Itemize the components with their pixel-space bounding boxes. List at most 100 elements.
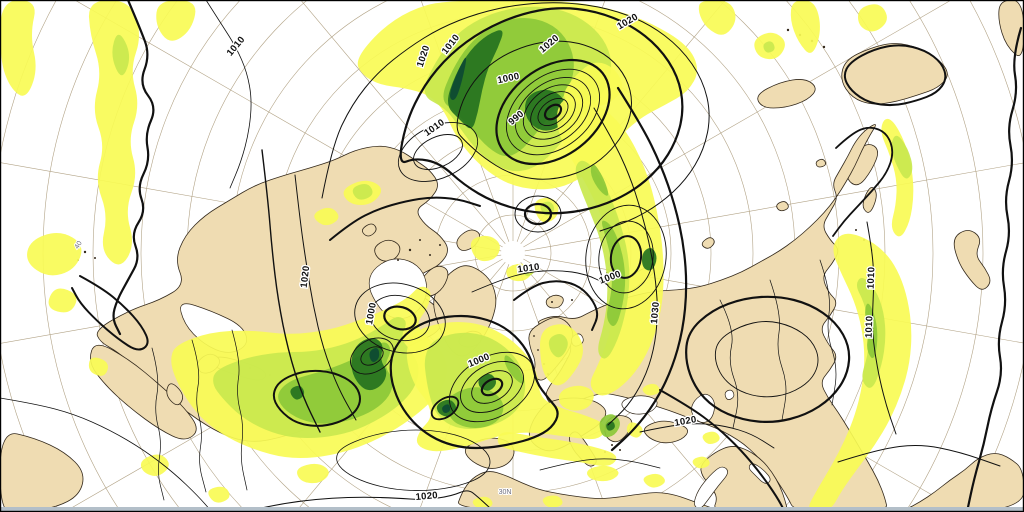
spread-shading-level-2: [891, 135, 913, 179]
spread-shading-level-1: [470, 235, 500, 262]
island-speck: [611, 444, 613, 446]
island-speck: [537, 349, 539, 351]
spread-shading-level-1: [156, 0, 196, 41]
isobar-contour: [819, 259, 837, 406]
spread-shading-level-3: [602, 220, 626, 326]
isobar-contour: [843, 44, 947, 107]
spread-shading-level-2: [763, 41, 775, 53]
spread-shading-level-2: [548, 334, 568, 358]
spread-shading-level-3: [504, 355, 525, 384]
pressure-centre-ring: [397, 122, 479, 182]
spread-shading-level-1: [790, 0, 820, 53]
isobar-contour: [610, 86, 688, 452]
pressure-centre-ring: [354, 282, 446, 354]
island-speck: [408, 248, 412, 252]
pressure-centre-ring: [460, 361, 524, 413]
isobar-contour: [242, 490, 491, 512]
spread-shading-level-1: [809, 233, 912, 512]
pressure-centre-ring: [430, 395, 460, 421]
isobar-contour: [191, 339, 207, 493]
graticule-parallel: [140, 0, 886, 512]
isobar-contour: [231, 329, 248, 491]
spread-shading-level-5: [442, 404, 451, 413]
spread-shading-level-1: [88, 357, 108, 376]
island-speck: [533, 335, 535, 337]
pressure-centre-ring: [350, 337, 394, 375]
isobar-contour: [593, 107, 658, 426]
pressure-centre-ring: [383, 305, 417, 331]
pressure-centre-ring: [370, 294, 430, 342]
isobar-contour: [513, 280, 599, 331]
pressure-centre-ring: [448, 351, 536, 423]
isobar-contour: [965, 26, 1023, 512]
isobar-contour: [639, 423, 775, 449]
spread-shading-level-1: [48, 288, 77, 313]
water-aral-sea: [724, 389, 735, 400]
isobar-contour: [329, 196, 481, 241]
landmass-banks-is: [362, 223, 377, 237]
spread-shading-level-3: [590, 164, 609, 196]
island-speck: [822, 45, 826, 49]
isobar-contour: [321, 2, 710, 232]
pressure-centre-ring: [537, 97, 569, 127]
isobar-contour: [769, 279, 787, 421]
isobar-contour: [0, 397, 213, 512]
pressure-centre-ring: [585, 204, 667, 310]
spread-shading-level-1: [0, 0, 36, 96]
spread-shading-level-1: [297, 463, 329, 484]
pressure-centre-ring: [471, 370, 513, 404]
spread-shading-level-2: [352, 184, 373, 200]
spread-shading-level-1: [642, 383, 660, 396]
pressure-centre-ring: [360, 346, 384, 366]
landmass-japan: [953, 230, 991, 290]
spread-shading-level-1: [698, 0, 736, 35]
isobar-contour: [112, 0, 155, 336]
isobar-contour: [659, 389, 786, 512]
landmass-severnaya-zemlya: [701, 237, 715, 249]
pressure-centre-ring: [530, 91, 576, 133]
isobar-contour: [399, 7, 684, 215]
spread-shading-level-2: [112, 34, 130, 76]
island-speck: [439, 244, 441, 246]
isobar-contour: [539, 458, 661, 471]
island-speck: [619, 449, 621, 451]
spread-shading-level-1: [692, 456, 710, 469]
spread-shading-level-1: [27, 233, 82, 276]
pressure-centre-ring: [523, 202, 553, 226]
isobar-label: 1020: [674, 414, 698, 429]
spread-shading-level-1: [542, 495, 563, 508]
spread-shading-level-1: [564, 62, 623, 107]
spread-shading-level-1: [587, 465, 619, 482]
pressure-centre-ring: [495, 58, 611, 166]
pressure-centre-ring: [609, 235, 643, 279]
isobar-label: 1020: [299, 265, 313, 289]
isobar-contour: [261, 149, 321, 433]
spread-shading-level-5: [450, 57, 467, 100]
landmass-turkey: [643, 420, 688, 444]
isobar-contour: [151, 347, 165, 501]
landmass-new-siberian-is: [776, 201, 789, 212]
landmass-svalbard: [545, 294, 564, 309]
isobar-contour: [205, 0, 252, 189]
island-speck: [83, 250, 87, 254]
landmass-nova-scotia: [166, 383, 183, 406]
spread-shading-level-3: [446, 387, 504, 428]
graticule-label: 30N: [499, 489, 512, 496]
graticule-parallel: [92, 0, 934, 512]
island-speck: [397, 259, 399, 261]
spread-shading-level-5: [369, 348, 380, 362]
isobar-label: 1010: [517, 262, 541, 276]
island-speck: [419, 239, 421, 241]
spread-shading-level-1: [643, 473, 665, 488]
isobar-contour: [272, 369, 361, 427]
landmass-wrangel: [815, 158, 826, 168]
isobar-contour: [685, 295, 851, 424]
pressure-centre-ring: [505, 68, 601, 156]
isobar-contour: [837, 445, 1001, 467]
spread-shading-level-1: [558, 385, 594, 411]
pressure-centre-ring: [598, 220, 654, 294]
bottom-strip: [0, 507, 1024, 512]
spread-shading-level-1: [702, 431, 720, 445]
isobar-label: 1030: [649, 301, 662, 324]
